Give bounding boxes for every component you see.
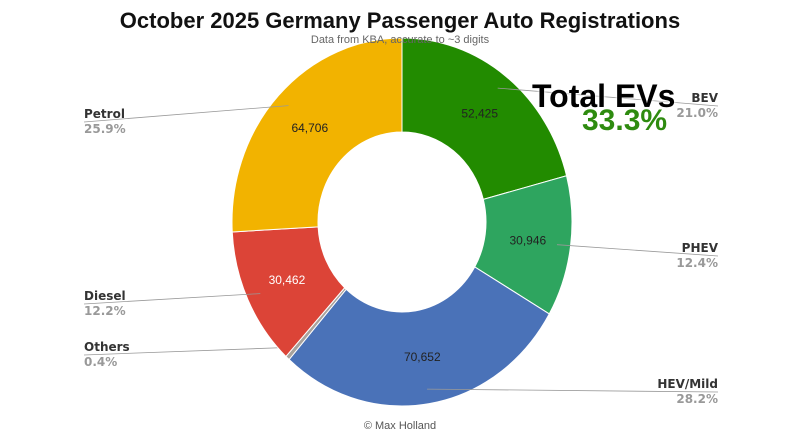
slice-bev <box>401 37 568 200</box>
leader-line <box>83 105 289 123</box>
leader-line <box>497 87 719 107</box>
credit: © Max Holland <box>363 420 437 432</box>
total-evs-title: Total EVs <box>532 78 676 114</box>
data-label: 52,425 <box>461 107 498 121</box>
legend-percent: 12.4% <box>676 256 718 270</box>
legend-label: PHEV <box>682 241 719 255</box>
legend-label: Others <box>84 340 130 354</box>
leader-line <box>83 293 261 305</box>
data-label: 70,652 <box>404 350 441 364</box>
legend-label: BEV <box>691 91 718 105</box>
legend-label: Diesel <box>84 289 126 303</box>
leader-line <box>427 388 719 393</box>
leader-line <box>556 244 719 257</box>
legend-label: HEV/Mild <box>657 377 718 391</box>
leader-line <box>83 346 297 356</box>
legend-percent: 0.4% <box>84 355 117 369</box>
chart-title: October 2025 Germany Passenger Auto Regi… <box>119 8 681 33</box>
slice-petrol <box>231 37 403 233</box>
total-evs-value: 33.3% <box>582 104 668 137</box>
data-label: 30,946 <box>510 233 547 247</box>
legend-label: Petrol <box>84 107 125 121</box>
legend-percent: 25.9% <box>84 122 126 136</box>
slice-hevmild <box>288 266 550 407</box>
data-label: 64,706 <box>291 121 328 135</box>
legend-percent: 21.0% <box>676 106 718 120</box>
data-label: 30,462 <box>269 273 306 287</box>
legend-percent: 12.2% <box>84 304 126 318</box>
legend-percent: 28.2% <box>676 392 718 406</box>
chart-subtitle: Data from KBA, accurate to ~3 digits <box>310 34 490 46</box>
